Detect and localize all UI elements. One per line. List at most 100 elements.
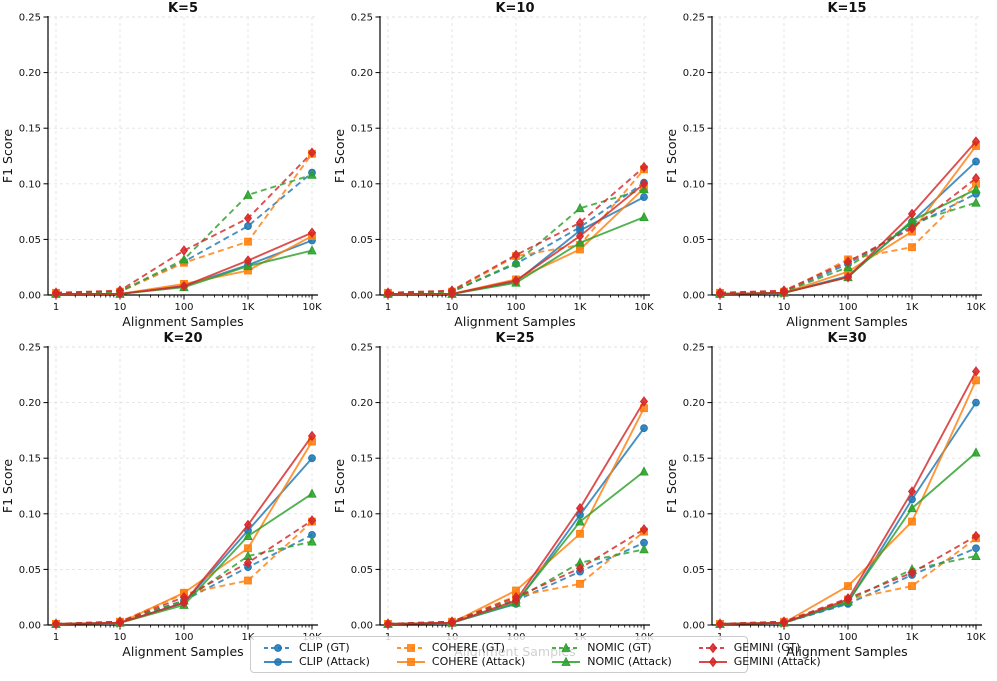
legend-item-cohere-gt-: COHERE (GT) [396,641,525,654]
circle-marker [274,657,282,666]
y-tick-label: 0.15 [351,454,373,465]
diamond-marker [447,617,457,629]
y-tick-label: 0.15 [351,124,373,135]
square-marker [972,376,980,385]
legend-label: COHERE (GT) [431,641,505,654]
subplot-title: K=25 [495,331,534,346]
legend-label: GEMINI (Attack) [733,655,821,668]
x-tick-label: 1K [906,302,919,313]
triangle-marker [575,202,585,213]
y-tick-label: 0.25 [351,343,373,354]
series-line-clip-gt- [55,534,313,625]
diamond-marker [307,147,317,158]
diamond-marker [511,595,521,606]
diamond-marker [115,288,125,300]
x-tick-label: 100 [506,302,525,313]
x-tick-label: 10 [446,302,459,313]
y-axis-label: F1 Score [332,129,347,183]
y-tick-label: 0.15 [19,124,41,135]
series-line-clip-gt- [55,171,313,294]
legend-item-nomic-gt-: NOMIC (GT) [551,641,672,654]
diamond-marker [971,366,981,377]
diamond-marker [907,567,917,578]
legend-label: CLIP (Attack) [299,655,370,668]
y-axis-label: F1 Score [332,459,347,513]
subplot-k=30: 1101001K10K0.000.050.100.150.200.25K=30A… [664,331,986,659]
y-tick-label: 0.05 [683,235,705,246]
y-tick-label: 0.00 [19,291,41,302]
diamond-marker [907,208,917,220]
subplot-cell-k=10: 1 10 100 1K 10K 0.00 0.05 0.10 0.15 0.20 0.25 K=10 A… [332,0,664,330]
diamond-marker [243,213,253,224]
subplot-k=25: 1101001K10K0.000.050.100.150.200.25K=25A… [332,331,654,659]
y-axis-label: F1 Score [0,459,15,513]
diamond-marker [575,563,585,574]
x-tick-label: 1 [385,302,391,313]
diamond-marker [511,249,521,261]
x-tick-label: 10 [114,632,127,643]
legend-label: COHERE (Attack) [431,655,526,668]
triangle-marker [561,656,571,666]
series-line-gemini-gt- [55,152,313,294]
x-tick-label: 100 [838,302,857,313]
subplot-cell-k=25: 1101001K10K0.000.050.100.150.200.25K=25A… [332,330,664,681]
y-tick-label: 0.00 [351,621,373,632]
subplot-title: K=5 [168,1,198,16]
diamond-marker [843,594,853,605]
square-marker [406,657,415,666]
y-tick-label: 0.25 [683,13,705,24]
diamond-marker [575,230,585,242]
diamond-marker [708,642,717,653]
subplot-cell-k=20: 1101001K10K0.000.050.100.150.200.25K=20A… [0,330,332,681]
diamond-marker [115,617,125,629]
diamond-marker [51,288,61,300]
square-marker [844,582,852,590]
diamond-marker [639,396,649,407]
circle-marker [274,643,282,652]
square-marker [576,579,584,588]
legend-label: CLIP (GT) [299,641,350,654]
x-tick-label: 100 [838,632,857,643]
triangle-marker [639,466,649,476]
y-tick-label: 0.05 [351,235,373,246]
legend-item-gemini-attack-: GEMINI (Attack) [698,655,821,668]
y-tick-label: 0.25 [19,13,41,24]
square-marker [406,643,415,652]
diamond-marker [575,217,585,228]
diamond-marker [179,597,189,609]
y-tick-label: 0.20 [19,68,41,79]
x-axis-label: Alignment Samples [786,314,907,329]
triangle-marker [307,536,317,546]
diamond-marker [715,618,725,630]
x-tick-label: 1K [574,302,587,313]
subplot-cell-k=30: 1101001K10K0.000.050.100.150.200.25K=30A… [664,330,997,681]
y-tick-label: 0.25 [351,13,373,24]
triangle-marker [971,447,981,457]
diamond-marker [383,618,393,630]
diamond-marker [307,227,317,238]
subplot-k=15: 1 10 100 1K 10K 0.00 0.05 0.10 0.15 0.20 0.25 K=15 A… [664,1,986,329]
subplot-k=10: 1 10 100 1K 10K 0.00 0.05 0.10 0.15 0.20 0.25 K=10 A… [332,1,654,329]
x-tick-label: 10K [302,302,322,313]
triangle-marker [575,237,585,247]
circle-marker [640,193,648,202]
y-tick-label: 0.10 [351,179,373,190]
series-line-clip-attack- [719,402,977,625]
subplot-title: K=30 [827,331,866,346]
circle-marker [308,454,316,463]
legend-label: GEMINI (GT) [733,641,801,654]
square-marker [908,582,916,590]
square-marker [244,237,252,246]
triangle-marker [307,488,317,498]
diamond-marker [179,280,189,292]
triangle-marker [971,197,981,207]
x-axis-label: Alignment Samples [454,314,575,329]
diamond-marker [639,524,649,535]
triangle-marker [971,184,981,194]
triangle-marker [907,502,917,513]
diamond-marker [243,519,253,531]
y-axis-label: F1 Score [0,129,15,183]
square-marker [244,576,252,585]
triangle-marker [243,189,253,199]
subplot-k=5: 1 10 100 1K 10K 0.00 0.05 0.10 0.15 0.20 0.25 K=5 Al… [0,1,322,329]
